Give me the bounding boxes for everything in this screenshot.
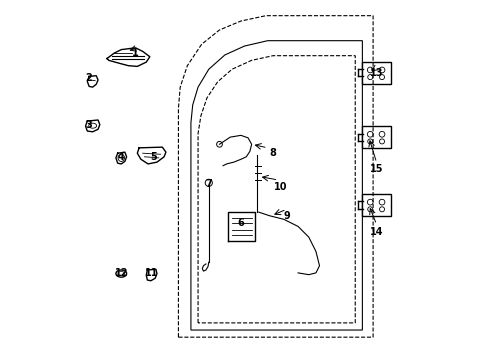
Text: 12: 12 <box>114 268 128 278</box>
Text: 11: 11 <box>144 268 158 278</box>
Text: 5: 5 <box>150 152 157 162</box>
Text: 14: 14 <box>369 227 383 237</box>
Text: 2: 2 <box>85 73 92 83</box>
Text: 8: 8 <box>269 148 276 158</box>
Text: 9: 9 <box>284 211 290 221</box>
Text: 6: 6 <box>237 218 244 228</box>
Text: 3: 3 <box>85 120 92 130</box>
Text: 10: 10 <box>273 182 286 192</box>
Text: 7: 7 <box>205 179 212 189</box>
Text: 15: 15 <box>369 164 383 174</box>
Text: 4: 4 <box>118 152 124 162</box>
Text: 1: 1 <box>132 48 139 58</box>
Text: 13: 13 <box>369 68 383 78</box>
